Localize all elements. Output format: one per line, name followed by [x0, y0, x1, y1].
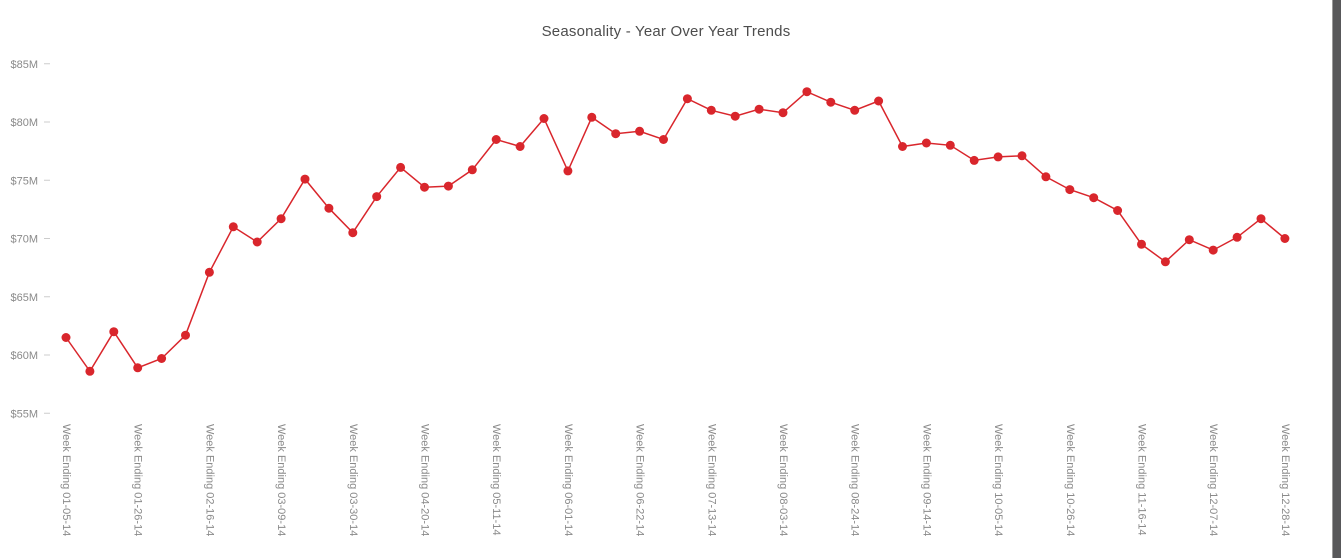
- data-point-week-ending-07-27-14[interactable]: [754, 104, 764, 114]
- y-axis-tick-label: $65M: [10, 292, 38, 304]
- data-point-week-ending-10-19-14[interactable]: [1041, 172, 1051, 182]
- data-point-week-ending-12-14-14[interactable]: [1232, 232, 1242, 242]
- data-point-week-ending-03-23-14[interactable]: [324, 203, 334, 213]
- chart-title: Seasonality - Year Over Year Trends: [541, 23, 791, 40]
- data-point-week-ending-11-02-14[interactable]: [1089, 193, 1099, 203]
- data-point-week-ending-12-07-14[interactable]: [1208, 245, 1218, 255]
- x-axis-tick-label: Week Ending 10-05-14: [992, 424, 1004, 536]
- data-point-week-ending-07-13-14[interactable]: [706, 105, 716, 115]
- x-axis-tick-label: Week Ending 08-03-14: [777, 424, 789, 536]
- x-axis-tick-label: Week Ending 08-24-14: [849, 424, 861, 536]
- x-axis-tick-label: Week Ending 06-01-14: [562, 424, 574, 536]
- data-point-week-ending-11-30-14[interactable]: [1184, 235, 1194, 245]
- data-point-week-ending-06-08-14[interactable]: [587, 112, 597, 122]
- data-point-week-ending-09-28-14[interactable]: [969, 155, 979, 165]
- data-point-week-ending-03-09-14[interactable]: [276, 214, 286, 224]
- scrollbar-track[interactable]: [1332, 0, 1341, 558]
- x-axis-tick-label: Week Ending 12-28-14: [1279, 424, 1291, 536]
- data-point-week-ending-01-12-14[interactable]: [85, 366, 95, 376]
- x-axis-tick-label: Week Ending 01-26-14: [132, 424, 144, 536]
- x-axis-tick-label: Week Ending 06-22-14: [634, 424, 646, 536]
- data-point-week-ending-11-09-14[interactable]: [1113, 206, 1123, 215]
- data-point-week-ending-07-06-14[interactable]: [682, 94, 692, 104]
- data-point-week-ending-04-27-14[interactable]: [443, 181, 453, 191]
- y-axis-tick-label: $80M: [10, 117, 38, 129]
- y-axis-tick-label: $75M: [10, 175, 38, 187]
- data-point-week-ending-05-11-14[interactable]: [491, 135, 501, 144]
- y-axis-tick-label: $60M: [10, 350, 38, 362]
- data-point-week-ending-01-05-14[interactable]: [61, 333, 71, 342]
- x-axis-tick-label: Week Ending 09-14-14: [920, 424, 932, 536]
- data-point-week-ending-04-06-14[interactable]: [372, 192, 382, 202]
- x-axis-tick-label: Week Ending 03-09-14: [275, 424, 287, 536]
- x-axis-tick-label: Week Ending 03-30-14: [347, 424, 359, 536]
- data-point-week-ending-01-19-14[interactable]: [109, 327, 119, 337]
- data-point-week-ending-02-23-14[interactable]: [228, 222, 238, 232]
- data-point-week-ending-02-09-14[interactable]: [181, 330, 190, 340]
- data-point-week-ending-05-04-14[interactable]: [467, 165, 477, 175]
- data-point-week-ending-10-26-14[interactable]: [1065, 185, 1075, 195]
- data-point-week-ending-07-20-14[interactable]: [730, 111, 740, 121]
- data-point-week-ending-02-16-14[interactable]: [204, 267, 214, 277]
- data-point-week-ending-08-10-14[interactable]: [802, 87, 812, 97]
- x-axis-tick-label: Week Ending 04-20-14: [419, 424, 431, 536]
- data-point-week-ending-10-12-14[interactable]: [1017, 151, 1027, 161]
- x-axis-tick-label: Week Ending 01-05-14: [60, 424, 72, 536]
- y-axis-tick-label: $85M: [10, 59, 38, 71]
- data-point-week-ending-12-21-14[interactable]: [1256, 214, 1266, 224]
- data-point-week-ending-08-03-14[interactable]: [778, 108, 788, 118]
- data-point-week-ending-08-24-14[interactable]: [850, 105, 860, 115]
- data-point-week-ending-03-16-14[interactable]: [300, 174, 310, 184]
- data-point-week-ending-06-15-14[interactable]: [611, 129, 621, 139]
- data-point-week-ending-08-17-14[interactable]: [826, 97, 836, 107]
- data-point-week-ending-03-30-14[interactable]: [348, 228, 358, 238]
- data-point-week-ending-01-26-14[interactable]: [133, 363, 143, 373]
- data-point-week-ending-05-18-14[interactable]: [515, 142, 525, 151]
- data-point-week-ending-10-05-14[interactable]: [993, 152, 1003, 162]
- data-point-week-ending-03-02-14[interactable]: [252, 237, 262, 247]
- y-axis-tick-label: $70M: [10, 234, 38, 246]
- trend-line: [65, 90, 1286, 373]
- y-axis-tick-label: $55M: [10, 408, 38, 420]
- x-axis-tick-label: Week Ending 07-13-14: [705, 424, 717, 536]
- data-point-week-ending-09-21-14[interactable]: [945, 140, 955, 150]
- data-point-week-ending-08-31-14[interactable]: [874, 96, 884, 106]
- data-point-week-ending-09-14-14[interactable]: [921, 138, 931, 148]
- x-axis-tick-label: Week Ending 02-16-14: [203, 424, 215, 536]
- data-point-week-ending-09-07-14[interactable]: [898, 142, 907, 151]
- data-point-week-ending-02-02-14[interactable]: [157, 354, 167, 363]
- data-point-week-ending-06-22-14[interactable]: [635, 126, 645, 136]
- data-point-week-ending-12-28-14[interactable]: [1280, 234, 1290, 243]
- data-point-week-ending-11-23-14[interactable]: [1160, 257, 1170, 267]
- x-axis-tick-label: Week Ending 10-26-14: [1064, 424, 1076, 536]
- data-point-week-ending-04-20-14[interactable]: [420, 182, 429, 192]
- x-axis-tick-label: Week Ending 05-11-14: [490, 424, 502, 536]
- data-point-week-ending-06-29-14[interactable]: [659, 135, 668, 144]
- data-point-week-ending-11-16-14[interactable]: [1137, 239, 1146, 249]
- data-point-week-ending-04-13-14[interactable]: [396, 162, 406, 172]
- data-point-week-ending-06-01-14[interactable]: [563, 166, 573, 176]
- data-point-week-ending-05-25-14[interactable]: [539, 114, 549, 123]
- x-axis-tick-label: Week Ending 11-16-14: [1136, 424, 1148, 536]
- x-axis-tick-label: Week Ending 12-07-14: [1207, 424, 1219, 536]
